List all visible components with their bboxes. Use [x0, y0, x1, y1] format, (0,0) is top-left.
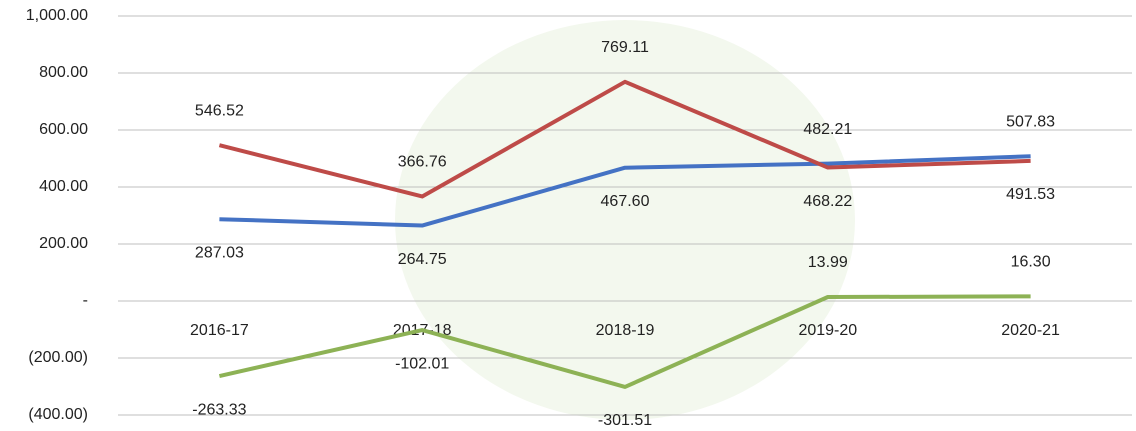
data-label: 482.21	[803, 121, 852, 138]
data-label: 769.11	[601, 39, 649, 56]
background-leaf	[395, 20, 855, 420]
y-tick-label: -	[83, 292, 88, 309]
data-label: 507.83	[1006, 113, 1055, 130]
y-tick-label: 1,000.00	[26, 7, 88, 24]
y-tick-label: 400.00	[39, 178, 88, 195]
data-label: 467.60	[601, 193, 650, 210]
data-label: 491.53	[1006, 186, 1055, 203]
line	[219, 154, 1031, 228]
x-tick-label: 2018-19	[596, 322, 655, 339]
y-tick-label: 200.00	[39, 235, 88, 252]
data-label: 264.75	[398, 251, 447, 268]
x-tick-label: 2019-20	[798, 322, 857, 339]
line	[218, 79, 1031, 199]
data-label: -301.51	[598, 412, 652, 429]
data-label: -263.33	[192, 401, 246, 418]
data-label: -102.01	[395, 355, 449, 372]
y-tick-label: (400.00)	[28, 406, 88, 423]
data-label: 16.30	[1011, 254, 1051, 271]
x-tick-label: 2016-17	[190, 322, 249, 339]
data-label: 546.52	[195, 102, 244, 119]
y-tick-label: (200.00)	[28, 349, 88, 366]
data-label: 13.99	[808, 254, 848, 271]
data-label: 287.03	[195, 244, 244, 261]
data-label: 366.76	[398, 154, 447, 171]
line	[218, 294, 1031, 389]
x-tick-label: 2020-21	[1001, 322, 1060, 339]
data-label: 468.22	[803, 193, 852, 210]
y-tick-label: 600.00	[39, 121, 88, 138]
y-tick-label: 800.00	[39, 64, 88, 81]
